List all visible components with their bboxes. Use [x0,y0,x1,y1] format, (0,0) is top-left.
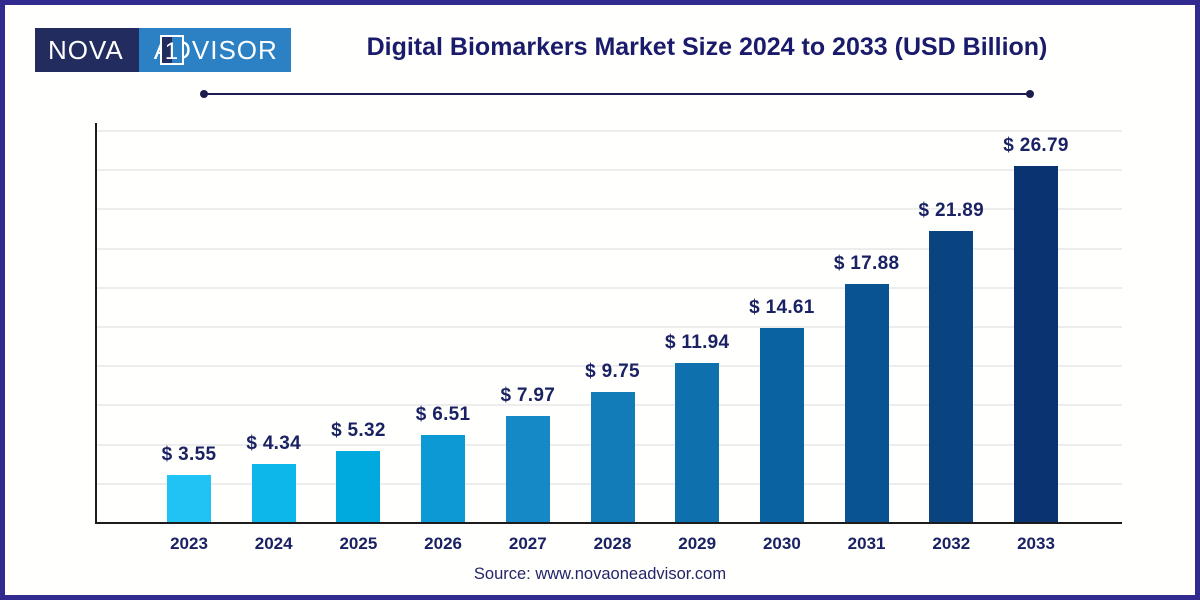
bar-value-label-2025: $ 5.32 [331,420,386,441]
bar-2030 [759,328,804,522]
bar-2024 [251,464,296,522]
x-tick-label-2026: 2026 [424,534,463,553]
logo-one-box: 1 [159,35,184,65]
bar-value-label-2030: $ 14.61 [749,297,815,318]
bar-2026 [421,435,466,522]
bar-2023 [167,475,211,522]
x-tick-label-2033: 2033 [1017,534,1055,553]
bar-value-label-2029: $ 11.94 [664,332,730,353]
x-tick-label-2028: 2028 [593,534,632,553]
bar-2027 [505,416,550,522]
logo-nova: NOVA [35,28,139,72]
gridline [97,130,1122,132]
source-text: Source: www.novaoneadvisor.com [473,565,727,583]
chart-title: Digital Biomarkers Market Size 2024 to 2… [366,33,1048,61]
x-tick-label-2030: 2030 [762,534,801,553]
x-tick-label-2029: 2029 [678,534,717,553]
logo: NOVA ADVISOR 1 [35,28,291,72]
bar-2029 [675,363,720,522]
title-underline [200,90,1034,98]
bar-value-label-2027: $ 7.97 [500,385,556,406]
bar-2025 [336,451,381,522]
gridline [97,169,1122,172]
gridline [97,365,1122,368]
x-tick-label-2024: 2024 [254,534,293,553]
bar-2032 [929,231,974,522]
plot-area: $ 3.55 2023 $ 4.34 2024 $ 5.32 2025 $ 6.51 2026… [95,123,1122,553]
bar-value-label-2024: $ 4.34 [246,433,302,454]
gridline [97,326,1122,328]
bar-value-label-2031: $ 17.88 [833,253,900,274]
bar-value-label-2028: $ 9.75 [585,361,640,382]
bar-value-label-2032: $ 21.89 [918,200,985,221]
gridline [97,247,1122,250]
underline-dot-left [200,90,208,98]
bar-2028 [590,392,635,522]
bar-value-label-2026: $ 6.51 [415,404,471,425]
bar-2031 [844,284,889,522]
x-tick-label-2025: 2025 [339,534,378,553]
x-tick-label-2031: 2031 [847,534,886,553]
x-tick-label-2023: 2023 [170,534,208,553]
bar-2033 [1014,166,1058,522]
x-tick-label-2027: 2027 [508,534,547,553]
gridline [97,208,1122,211]
bar-value-label-2023: $ 3.55 [161,444,217,465]
x-tick-label-2032: 2032 [932,534,971,553]
gridline [97,286,1122,289]
underline-dot-right [1026,90,1034,98]
bar-value-label-2033: $ 26.79 [1003,135,1069,156]
